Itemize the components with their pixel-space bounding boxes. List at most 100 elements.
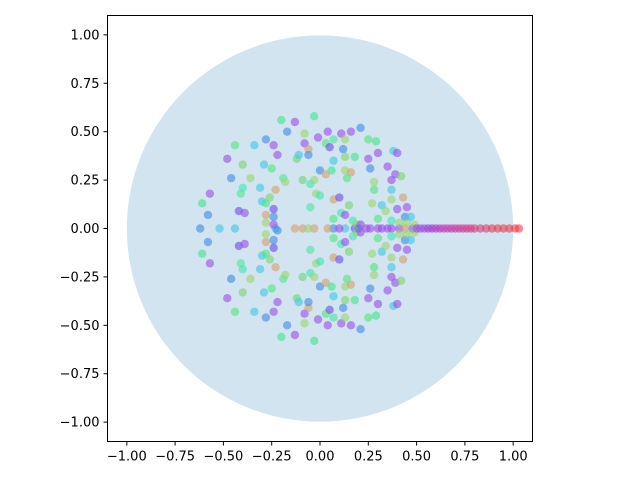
data-point	[197, 249, 207, 258]
data-point	[396, 276, 406, 285]
data-point	[383, 286, 392, 295]
data-point	[236, 259, 245, 268]
data-point	[393, 299, 402, 309]
data-point	[277, 115, 286, 125]
data-point	[366, 164, 375, 173]
data-point	[402, 245, 412, 254]
data-point	[261, 218, 271, 227]
data-point	[250, 141, 259, 150]
data-point	[367, 249, 377, 258]
data-point	[230, 141, 240, 150]
data-point	[240, 208, 249, 218]
data-point	[350, 152, 359, 162]
data-point	[493, 224, 502, 233]
y-tick-label: 0.75	[71, 77, 100, 92]
x-tick-label: 0.25	[354, 450, 383, 465]
data-point	[310, 272, 319, 282]
data-point	[398, 255, 408, 264]
data-point	[273, 226, 282, 235]
data-point	[238, 160, 247, 169]
data-point	[246, 173, 255, 183]
data-point	[255, 183, 265, 193]
y-tick-label: 0.00	[71, 222, 100, 237]
data-point	[406, 212, 415, 222]
data-point	[329, 313, 338, 322]
data-point	[215, 224, 224, 233]
data-point	[329, 292, 338, 301]
data-point	[294, 150, 303, 160]
data-point	[335, 255, 344, 264]
data-point	[340, 210, 350, 220]
data-point	[371, 311, 381, 320]
data-point	[470, 224, 479, 233]
data-point	[250, 307, 259, 316]
x-tick-label: −0.75	[155, 450, 195, 465]
data-point	[369, 177, 379, 187]
data-point	[323, 321, 332, 330]
data-point	[367, 199, 377, 208]
data-point	[387, 232, 396, 241]
data-point	[203, 210, 213, 220]
y-tick-label: −0.50	[60, 319, 100, 334]
data-point	[300, 319, 309, 328]
data-point	[499, 224, 508, 233]
data-point	[261, 135, 271, 144]
data-point	[487, 224, 497, 233]
data-point	[269, 141, 278, 150]
data-point	[381, 206, 390, 216]
data-point	[230, 224, 240, 233]
x-tick-label: 0.75	[450, 450, 479, 465]
data-point	[481, 224, 491, 233]
data-point	[197, 199, 207, 208]
data-point	[261, 230, 271, 239]
data-point	[393, 204, 402, 214]
data-point	[346, 127, 356, 136]
unit-disk	[126, 35, 514, 422]
data-point	[371, 137, 381, 146]
data-point	[277, 332, 286, 342]
data-point	[366, 224, 375, 233]
x-tick-label: −1.00	[107, 450, 147, 465]
plot-area	[126, 35, 514, 422]
data-point	[329, 156, 338, 165]
data-point	[373, 233, 383, 243]
data-point	[393, 243, 402, 253]
data-point	[306, 203, 315, 212]
data-point	[325, 305, 334, 315]
data-point	[196, 224, 205, 233]
data-point	[261, 237, 271, 247]
data-point	[304, 150, 313, 160]
data-point	[310, 175, 319, 185]
data-point	[356, 324, 365, 334]
data-point	[267, 164, 276, 173]
data-point	[290, 224, 300, 233]
data-point	[325, 142, 334, 152]
data-point	[369, 270, 379, 280]
y-tick-label: −0.25	[60, 270, 100, 285]
data-point	[514, 224, 524, 233]
data-point	[476, 224, 485, 233]
data-point	[340, 152, 350, 162]
data-point	[395, 218, 404, 227]
data-point	[387, 224, 396, 233]
data-point	[335, 224, 344, 233]
data-point	[329, 214, 338, 224]
data-point	[236, 189, 245, 198]
data-point	[323, 224, 332, 233]
y-tick-label: 0.50	[71, 125, 100, 140]
data-point	[402, 203, 412, 212]
data-point	[381, 241, 390, 251]
x-tick-label: 0.00	[306, 450, 335, 465]
x-tick-label: −0.50	[203, 450, 243, 465]
data-point	[273, 297, 282, 307]
data-point	[315, 191, 325, 200]
data-point	[313, 133, 323, 142]
data-point	[383, 162, 392, 171]
data-point	[300, 129, 309, 138]
data-point	[240, 239, 249, 249]
data-point	[282, 127, 292, 136]
data-point	[329, 224, 338, 233]
data-point	[505, 224, 514, 233]
data-point	[366, 284, 375, 293]
